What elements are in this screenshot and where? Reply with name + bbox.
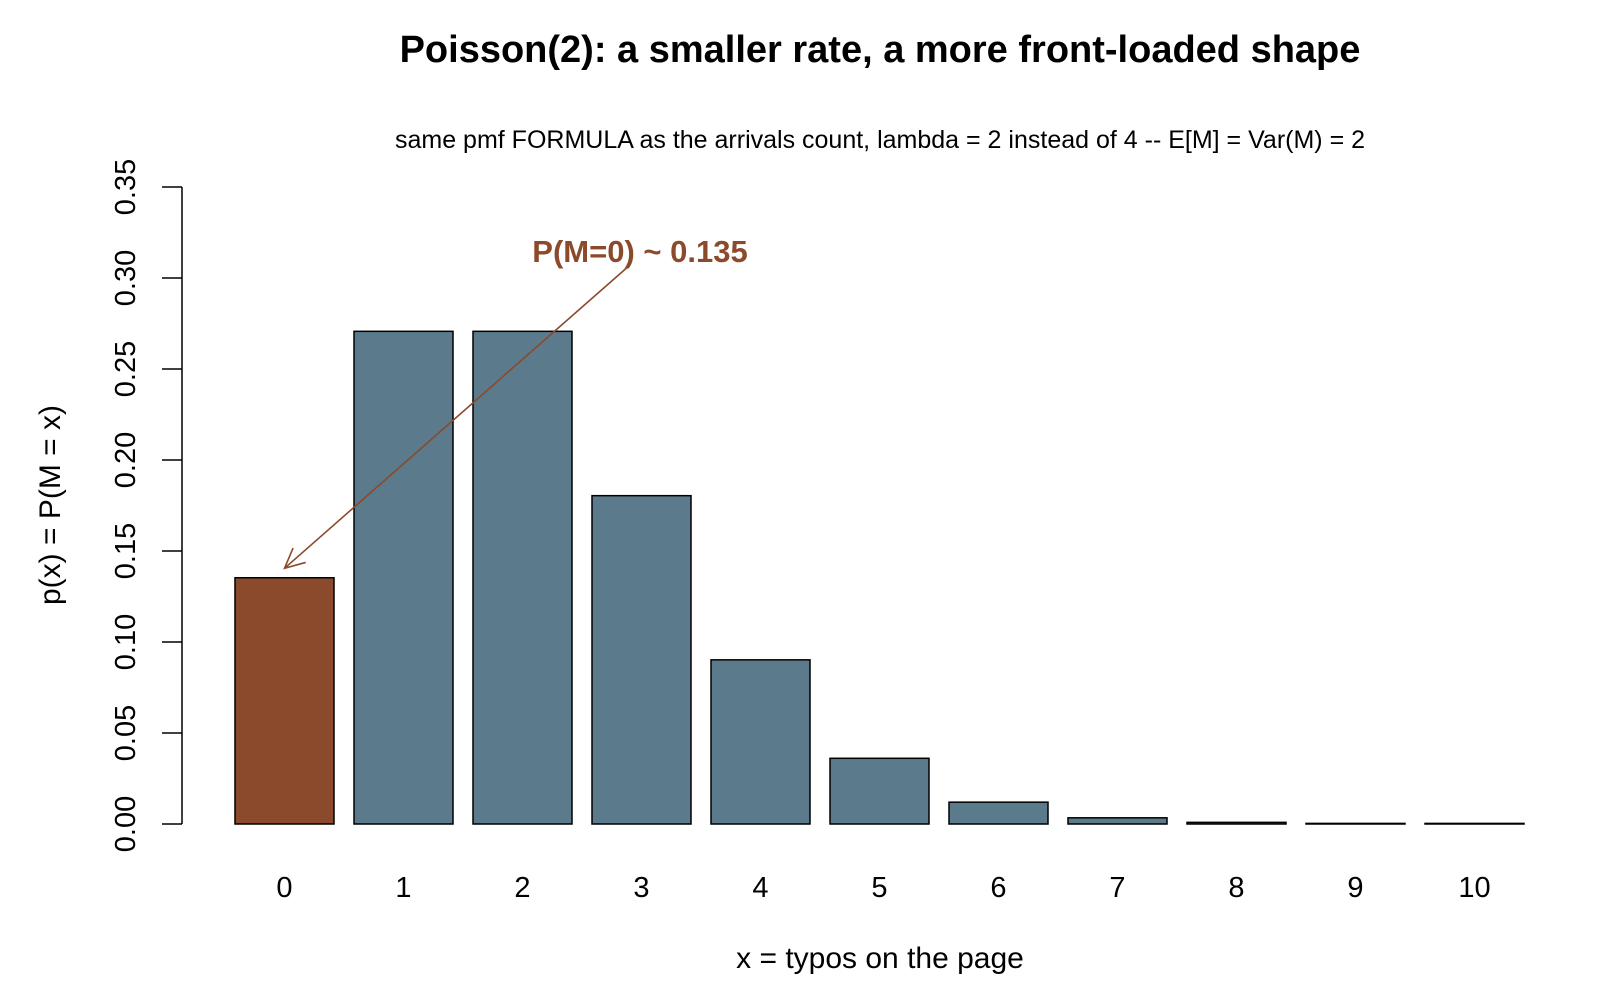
bar-9	[1305, 822, 1406, 825]
bar-1	[353, 330, 454, 825]
x-tick-label: 3	[633, 872, 649, 904]
bar-6	[948, 801, 1049, 825]
bars	[234, 330, 1525, 825]
annotation-label: P(M=0) ~ 0.135	[532, 234, 747, 269]
bar-4	[710, 659, 811, 825]
x-tick-label: 0	[276, 872, 292, 904]
bar-0	[234, 577, 335, 825]
x-tick-label: 8	[1228, 872, 1244, 904]
y-axis: 0.00 0.05 0.10 0.15 0.20 0.25 0.30 0.35	[110, 159, 183, 852]
y-tick-label: 0.25	[110, 341, 142, 397]
x-tick-label: 5	[871, 872, 887, 904]
x-tick-labels: 0 1 2 3 4 5 6 7 8 9 10	[276, 872, 1490, 904]
x-tick-label: 10	[1458, 872, 1490, 904]
bar-3	[591, 494, 692, 825]
bar-2	[472, 330, 573, 825]
bar-8	[1186, 821, 1287, 825]
y-tick-label: 0.35	[110, 159, 142, 215]
bar-5	[829, 757, 930, 825]
y-tick-label: 0.15	[110, 523, 142, 579]
y-tick-label: 0.10	[110, 614, 142, 670]
chart-subtitle: same pmf FORMULA as the arrivals count, …	[395, 126, 1365, 154]
y-tick-label: 0.00	[110, 796, 142, 852]
chart-title: Poisson(2): a smaller rate, a more front…	[400, 29, 1361, 71]
annotation-arrow-head	[283, 547, 306, 570]
x-tick-label: 4	[752, 872, 768, 904]
y-axis-label: p(x) = P(M = x)	[34, 405, 67, 605]
x-tick-label: 9	[1347, 872, 1363, 904]
y-tick-label: 0.05	[110, 705, 142, 761]
bar-7	[1067, 817, 1168, 825]
x-tick-label: 7	[1109, 872, 1125, 904]
annotation-arrow-line	[283, 264, 631, 569]
x-tick-label: 2	[514, 872, 530, 904]
y-tick-label: 0.30	[110, 250, 142, 306]
x-axis-label: x = typos on the page	[736, 942, 1024, 975]
bar-10	[1424, 822, 1525, 825]
x-tick-label: 6	[990, 872, 1006, 904]
y-tick-label: 0.20	[110, 432, 142, 488]
annotation: P(M=0) ~ 0.135	[283, 234, 748, 570]
x-tick-label: 1	[395, 872, 411, 904]
